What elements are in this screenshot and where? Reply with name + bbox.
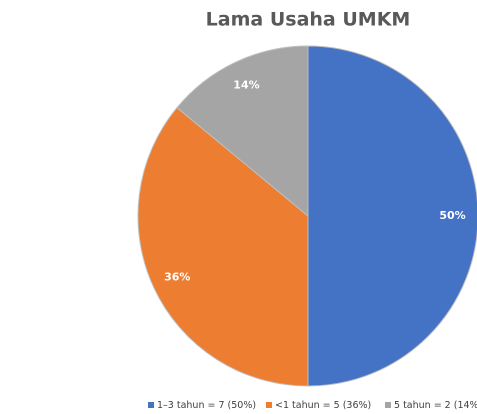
legend-swatch bbox=[148, 402, 154, 408]
legend-label: 1–3 tahun = 7 (50%) bbox=[157, 400, 256, 411]
pie-slice bbox=[307, 45, 477, 387]
legend-label: <1 tahun = 5 (36%) bbox=[275, 400, 371, 411]
pie-slice bbox=[137, 106, 309, 387]
pie-slice bbox=[176, 45, 309, 218]
data-label: 36% bbox=[164, 271, 190, 284]
legend-swatch bbox=[266, 402, 272, 408]
data-label: 14% bbox=[233, 78, 259, 91]
legend-swatch bbox=[385, 402, 391, 408]
data-label: 50% bbox=[439, 209, 465, 222]
chart-title: Lama Usaha UMKM bbox=[206, 9, 411, 31]
legend-label: 5 tahun = 2 (14%) bbox=[394, 400, 477, 411]
